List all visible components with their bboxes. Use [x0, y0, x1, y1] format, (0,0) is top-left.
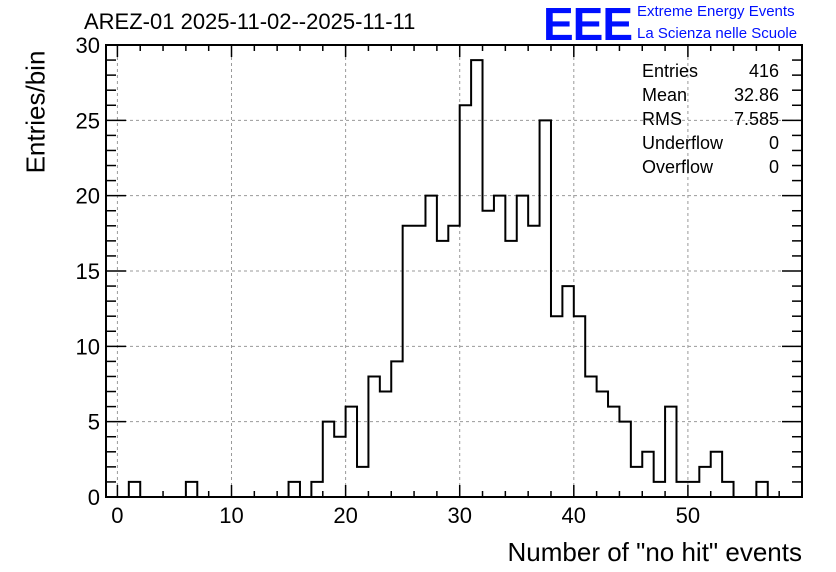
stats-row-overflow: Overflow 0	[642, 156, 779, 180]
x-tick-label: 10	[219, 503, 243, 528]
histogram-bin	[597, 392, 608, 497]
histogram-bin	[699, 467, 710, 497]
stats-label: Entries	[642, 61, 699, 81]
histogram-bin	[425, 196, 436, 497]
histogram-bin	[346, 407, 357, 497]
histogram-bin	[665, 407, 676, 497]
stats-value: 32.86	[733, 85, 779, 105]
histogram-bin	[642, 452, 653, 497]
stats-value: 0	[768, 133, 779, 153]
histogram-bin	[403, 226, 414, 497]
histogram-bin	[460, 105, 471, 497]
histogram-bin	[517, 196, 528, 497]
histogram-bin	[722, 482, 733, 497]
histogram-bin	[562, 286, 573, 497]
histogram-bin	[380, 392, 391, 497]
y-tick-label: 20	[76, 184, 100, 209]
histogram-bin	[574, 316, 585, 497]
x-tick-label: 0	[111, 503, 123, 528]
stats-row-rms: RMS 7.585	[642, 108, 779, 132]
eee-logo: EEE	[543, 0, 633, 50]
y-tick-label: 5	[88, 410, 100, 435]
histogram-bin	[437, 241, 448, 497]
histogram-bin	[688, 482, 699, 497]
histogram-bin	[654, 482, 665, 497]
stats-row-underflow: Underflow 0	[642, 132, 779, 156]
stats-box: Entries 416 Mean 32.86 RMS 7.585 Underfl…	[642, 60, 779, 180]
histogram-bin	[483, 211, 494, 497]
histogram-bin	[631, 467, 642, 497]
y-tick-label: 10	[76, 334, 100, 359]
histogram-bin	[391, 361, 402, 497]
histogram-bin	[551, 316, 562, 497]
histogram-bin	[505, 241, 516, 497]
histogram-bin	[619, 422, 630, 497]
stats-value: 416	[748, 61, 779, 81]
stats-label: Underflow	[642, 133, 724, 153]
histogram-bin	[756, 482, 767, 497]
y-tick-label: 30	[76, 33, 100, 58]
histogram-bin	[528, 226, 539, 497]
histogram-bin	[585, 376, 596, 497]
stats-row-entries: Entries 416	[642, 60, 779, 84]
histogram-bin	[471, 60, 482, 497]
histogram-bin	[186, 482, 197, 497]
logo-line-2: La Scienza nelle Scuole	[637, 25, 798, 42]
histogram-bin	[676, 482, 687, 497]
histogram-bin	[323, 422, 334, 497]
histogram-bin	[414, 226, 425, 497]
histogram-bin	[448, 226, 459, 497]
histogram-bin	[368, 376, 379, 497]
histogram-bin	[608, 407, 619, 497]
x-tick-label: 40	[562, 503, 586, 528]
histogram-bin	[540, 120, 551, 497]
stats-label: Mean	[642, 85, 688, 105]
stats-value: 0	[768, 157, 779, 177]
stats-row-mean: Mean 32.86	[642, 84, 779, 108]
x-tick-label: 20	[333, 503, 357, 528]
chart-title: AREZ-01 2025-11-02--2025-11-11	[84, 9, 416, 34]
histogram-bin	[311, 482, 322, 497]
y-tick-label: 0	[88, 485, 100, 510]
stats-label: Overflow	[642, 157, 714, 177]
histogram-bin	[711, 452, 722, 497]
y-tick-label: 15	[76, 259, 100, 284]
y-tick-label: 25	[76, 108, 100, 133]
x-tick-label: 30	[447, 503, 471, 528]
x-tick-label: 50	[676, 503, 700, 528]
x-axis-label: Number of "no hit" events	[507, 537, 803, 567]
histogram-bin	[334, 437, 345, 497]
logo-line-1: Extreme Energy Events	[637, 3, 795, 20]
histogram-bin	[494, 196, 505, 497]
stats-label: RMS	[642, 109, 682, 129]
histogram-bin	[357, 467, 368, 497]
histogram-bin	[129, 482, 140, 497]
histogram-bin	[289, 482, 300, 497]
y-axis-label: Entries/bin	[20, 50, 51, 174]
stats-value: 7.585	[733, 109, 779, 129]
